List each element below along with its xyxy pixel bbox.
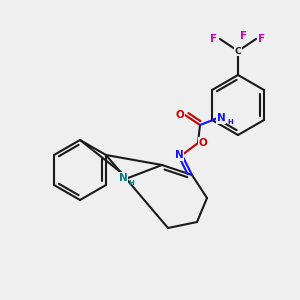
Text: O: O	[176, 110, 184, 120]
Text: F: F	[258, 34, 266, 44]
Text: H: H	[128, 180, 134, 186]
Text: F: F	[240, 31, 247, 41]
Text: N: N	[175, 150, 183, 160]
Text: N: N	[217, 113, 225, 123]
Text: O: O	[199, 138, 207, 148]
Text: C: C	[235, 46, 241, 56]
Text: F: F	[210, 34, 218, 44]
Text: H: H	[227, 119, 233, 125]
Text: N: N	[118, 173, 127, 183]
